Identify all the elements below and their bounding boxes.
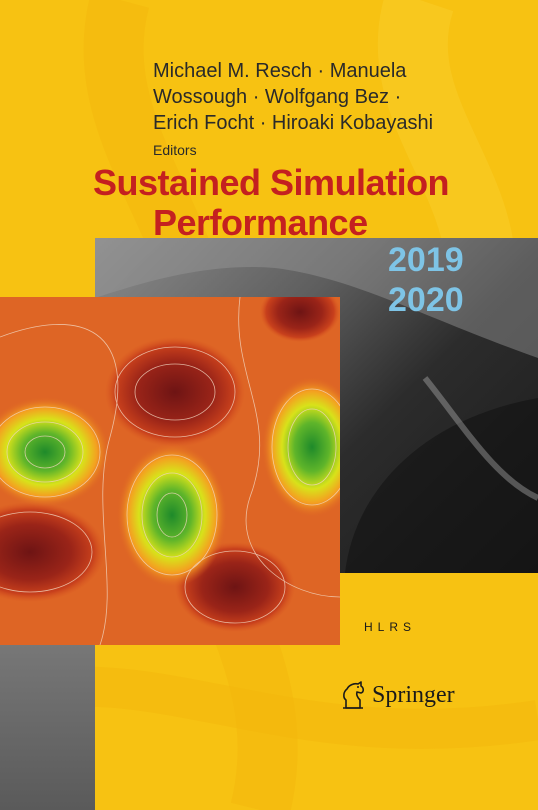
- editors-label: Editors: [153, 142, 197, 158]
- title-line-2: Performance: [153, 202, 368, 243]
- year-2: 2020: [388, 281, 464, 319]
- year-1: 2019: [388, 241, 464, 279]
- gray-strip: [0, 645, 95, 810]
- title-line-1: Sustained Simulation: [93, 162, 450, 203]
- author-line-3: Erich Focht · Hiroaki Kobayashi: [153, 112, 434, 134]
- edition-years: 2019 2020: [388, 240, 464, 320]
- book-title: Sustained Simulation Performance: [93, 162, 450, 243]
- contour-heatmap-image: [0, 297, 340, 645]
- springer-label: Springer: [372, 681, 455, 708]
- hlrs-logo: HLRS: [364, 620, 417, 634]
- springer-logo: Springer: [340, 680, 455, 710]
- author-line-2: Wossough · Wolfgang Bez ·: [153, 86, 402, 108]
- springer-horse-icon: [343, 681, 365, 709]
- author-line-1: Michael M. Resch · Manuela: [153, 60, 407, 82]
- editor-names: Michael M. Resch · Manuela Wossough · Wo…: [153, 58, 483, 136]
